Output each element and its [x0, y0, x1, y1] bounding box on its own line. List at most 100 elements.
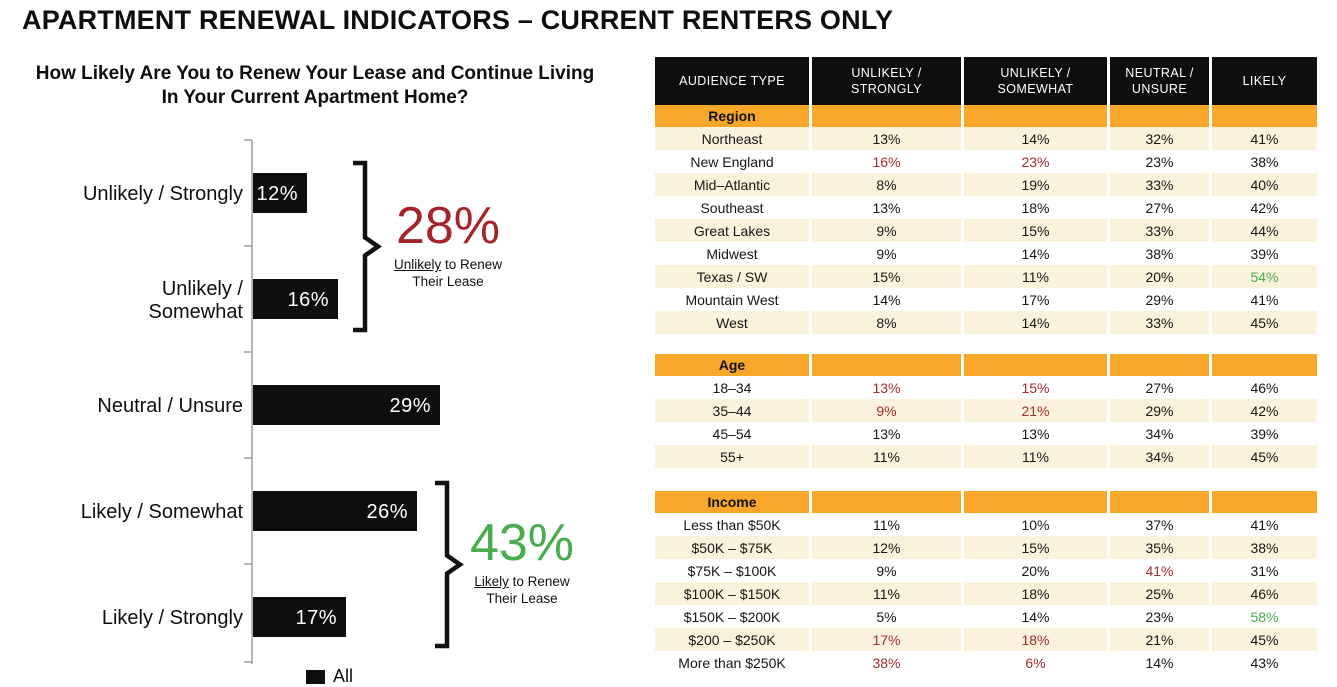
- value-cell: 9%: [812, 219, 961, 242]
- value-cell: 23%: [964, 150, 1107, 173]
- bar: [253, 491, 417, 531]
- table-header-text: NEUTRAL / UNSURE: [1125, 65, 1194, 96]
- table-row: Texas / SW 15% 11% 20% 54%: [655, 265, 1317, 288]
- value-cell: 42%: [1212, 196, 1317, 219]
- value-cell: 9%: [812, 242, 961, 265]
- row-label: 35–44: [655, 399, 809, 422]
- bar: [253, 173, 307, 213]
- table-section-income: Income Less than $50K 11% 10% 37% 41% $50K – $…: [655, 491, 1317, 674]
- legend-swatch-icon: [306, 669, 325, 684]
- annotation-unlikely: 28% Unlikely to Renew Their Lease: [394, 200, 502, 291]
- row-label: Less than $50K: [655, 513, 809, 536]
- section-name-cell: Region: [655, 105, 809, 127]
- value-cell: 29%: [1110, 399, 1209, 422]
- annotation-caption-line1: Likely to Renew: [474, 574, 570, 589]
- row-label: $150K – $200K: [655, 605, 809, 628]
- value-cell: 13%: [964, 422, 1107, 445]
- row-label: Midwest: [655, 242, 809, 265]
- bar: [253, 597, 346, 637]
- value-cell: 38%: [1212, 150, 1317, 173]
- value-cell: 15%: [812, 265, 961, 288]
- section-header-cell: [812, 491, 961, 513]
- page-title: APARTMENT RENEWAL INDICATORS – CURRENT R…: [22, 5, 894, 35]
- value-cell: 6%: [964, 651, 1107, 674]
- value-cell: 16%: [812, 150, 961, 173]
- section-header-row: Income: [655, 491, 1317, 513]
- table-header-cell: UNLIKELY / SOMEWHAT: [964, 57, 1107, 105]
- summary-table: AUDIENCE TYPE UNLIKELY / STRONGLY UNLIKELY…: [655, 57, 1317, 674]
- row-label: 18–34: [655, 376, 809, 399]
- row-label: $75K – $100K: [655, 559, 809, 582]
- value-cell: 29%: [1110, 288, 1209, 311]
- annotation-caption-line2: Their Lease: [412, 273, 484, 289]
- value-cell: 14%: [964, 242, 1107, 265]
- value-cell: 41%: [1212, 127, 1317, 150]
- value-cell: 9%: [812, 559, 961, 582]
- table-section-age: Age 18–34 13% 15% 27% 46% 35–44 9% 21% 29% 42% 45–5…: [655, 354, 1317, 468]
- row-label: $100K – $150K: [655, 582, 809, 605]
- category-label: Likely / Somewhat: [81, 501, 244, 523]
- value-cell: 18%: [964, 582, 1107, 605]
- value-cell: 34%: [1110, 422, 1209, 445]
- value-cell: 38%: [1212, 536, 1317, 559]
- value-cell: 11%: [964, 445, 1107, 468]
- value-cell: 11%: [812, 445, 961, 468]
- value-cell: 39%: [1212, 422, 1317, 445]
- value-cell: 31%: [1212, 559, 1317, 582]
- value-cell: 45%: [1212, 311, 1317, 334]
- value-cell: 17%: [964, 288, 1107, 311]
- value-cell: 21%: [1110, 628, 1209, 651]
- value-cell: 13%: [812, 422, 961, 445]
- value-cell: 8%: [812, 311, 961, 334]
- table-row: 35–44 9% 21% 29% 42%: [655, 399, 1317, 422]
- row-label: New England: [655, 150, 809, 173]
- value-cell: 45%: [1212, 628, 1317, 651]
- value-cell: 46%: [1212, 376, 1317, 399]
- value-cell: 14%: [812, 288, 961, 311]
- value-cell: 41%: [1212, 288, 1317, 311]
- value-cell: 41%: [1110, 559, 1209, 582]
- value-cell: 13%: [812, 127, 961, 150]
- bar-value-label: 16%: [287, 289, 329, 311]
- value-cell: 10%: [964, 513, 1107, 536]
- section-header-cell: [812, 105, 961, 127]
- bar: [253, 385, 440, 425]
- value-cell: 46%: [1212, 582, 1317, 605]
- value-cell: 20%: [964, 559, 1107, 582]
- table-row: New England 16% 23% 23% 38%: [655, 150, 1317, 173]
- table-row: $100K – $150K 11% 18% 25% 46%: [655, 582, 1317, 605]
- value-cell: 11%: [812, 513, 961, 536]
- value-cell: 13%: [812, 376, 961, 399]
- value-cell: 38%: [812, 651, 961, 674]
- table-header-cell: AUDIENCE TYPE: [655, 57, 809, 105]
- value-cell: 15%: [964, 376, 1107, 399]
- value-cell: 44%: [1212, 219, 1317, 242]
- bar: [253, 279, 338, 319]
- row-label: Northeast: [655, 127, 809, 150]
- section-header-cell: [1212, 105, 1317, 127]
- value-cell: 21%: [964, 399, 1107, 422]
- section-name: Age: [718, 357, 746, 373]
- row-label: Mountain West: [655, 288, 809, 311]
- table-row: More than $250K 38% 6% 14% 43%: [655, 651, 1317, 674]
- value-cell: 33%: [1110, 173, 1209, 196]
- section-header-cell: [1212, 354, 1317, 376]
- value-cell: 14%: [964, 605, 1107, 628]
- table-row: Less than $50K 11% 10% 37% 41%: [655, 513, 1317, 536]
- value-cell: 12%: [812, 536, 961, 559]
- value-cell: 45%: [1212, 445, 1317, 468]
- category-label: Somewhat: [149, 301, 244, 323]
- value-cell: 5%: [812, 605, 961, 628]
- group-bracket: [353, 160, 382, 333]
- bar-chart: 12% Unlikely / Strongly 16% Unlikely /Somew…: [81, 139, 464, 664]
- legend-label: All: [333, 666, 354, 686]
- row-label: 45–54: [655, 422, 809, 445]
- table-header-text: UNLIKELY / SOMEWHAT: [997, 65, 1074, 96]
- section-header-cell: [812, 354, 961, 376]
- table-row: 18–34 13% 15% 27% 46%: [655, 376, 1317, 399]
- value-cell: 40%: [1212, 173, 1317, 196]
- value-cell: 54%: [1212, 265, 1317, 288]
- table-row: West 8% 14% 33% 45%: [655, 311, 1317, 334]
- value-cell: 17%: [812, 628, 961, 651]
